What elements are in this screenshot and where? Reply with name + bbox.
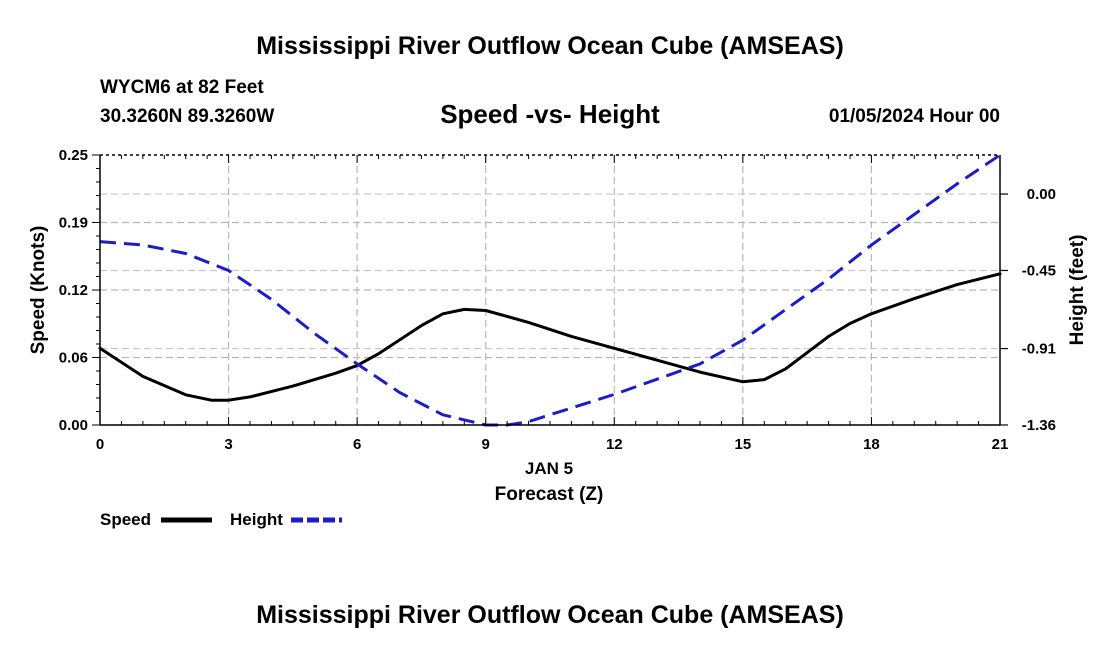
legend-label-speed: Speed — [100, 510, 151, 529]
x-axis-label: Forecast (Z) — [495, 484, 604, 505]
x-tick-label: 9 — [482, 436, 490, 453]
y-tick-label: 0.25 — [59, 147, 88, 164]
x-axis-date-label: JAN 5 — [525, 459, 573, 478]
y-axis-label: Speed (Knots) — [28, 226, 49, 355]
station-label: WYCM6 at 82 Feet — [100, 77, 264, 98]
page-title: Mississippi River Outflow Ocean Cube (AM… — [256, 32, 844, 60]
legend-label-height: Height — [230, 510, 283, 529]
series-line-speed — [98, 272, 1002, 402]
x-tick-label: 0 — [96, 436, 104, 453]
y2-tick-label: 0.00 — [1027, 186, 1056, 203]
y-tick-label: 0.00 — [59, 417, 88, 434]
y-tick-label: 0.06 — [59, 350, 88, 367]
y2-tick-label: -0.91 — [1022, 341, 1056, 358]
forecast-datetime: 01/05/2024 Hour 00 — [828, 106, 1000, 127]
chart-title: Speed -vs- Height — [440, 99, 660, 129]
x-tick-label: 6 — [353, 436, 361, 453]
x-tick-label: 21 — [992, 436, 1009, 453]
y2-tick-label: -0.45 — [1022, 262, 1056, 279]
y-tick-label: 0.12 — [59, 282, 88, 299]
speed-height-chart: 0 3 6 9 12 15 18 21 0.00 0.06 0.12 0.19 0.25 0.00 -0.4… — [28, 147, 1088, 529]
x-tick-label: 12 — [606, 436, 623, 453]
x-tick-label: 18 — [863, 436, 880, 453]
y2-tick-label: -1.36 — [1022, 417, 1056, 434]
legend: Speed Height — [100, 510, 342, 529]
x-tick-label: 3 — [224, 436, 232, 453]
y-tick-label: 0.19 — [59, 215, 88, 232]
tick-labels: 0 3 6 9 12 15 18 21 0.00 0.06 0.12 0.19 0.25 0.00 -0.4… — [59, 147, 1056, 453]
coordinates-label: 30.3260N 89.3260W — [100, 106, 275, 127]
series-layer — [98, 153, 1002, 427]
y2-axis-label: Height (feet) — [1067, 235, 1088, 346]
x-tick-label: 15 — [735, 436, 752, 453]
axes — [92, 154, 1008, 426]
grid-lines — [100, 155, 1000, 426]
page-title-footer: Mississippi River Outflow Ocean Cube (AM… — [256, 601, 844, 629]
